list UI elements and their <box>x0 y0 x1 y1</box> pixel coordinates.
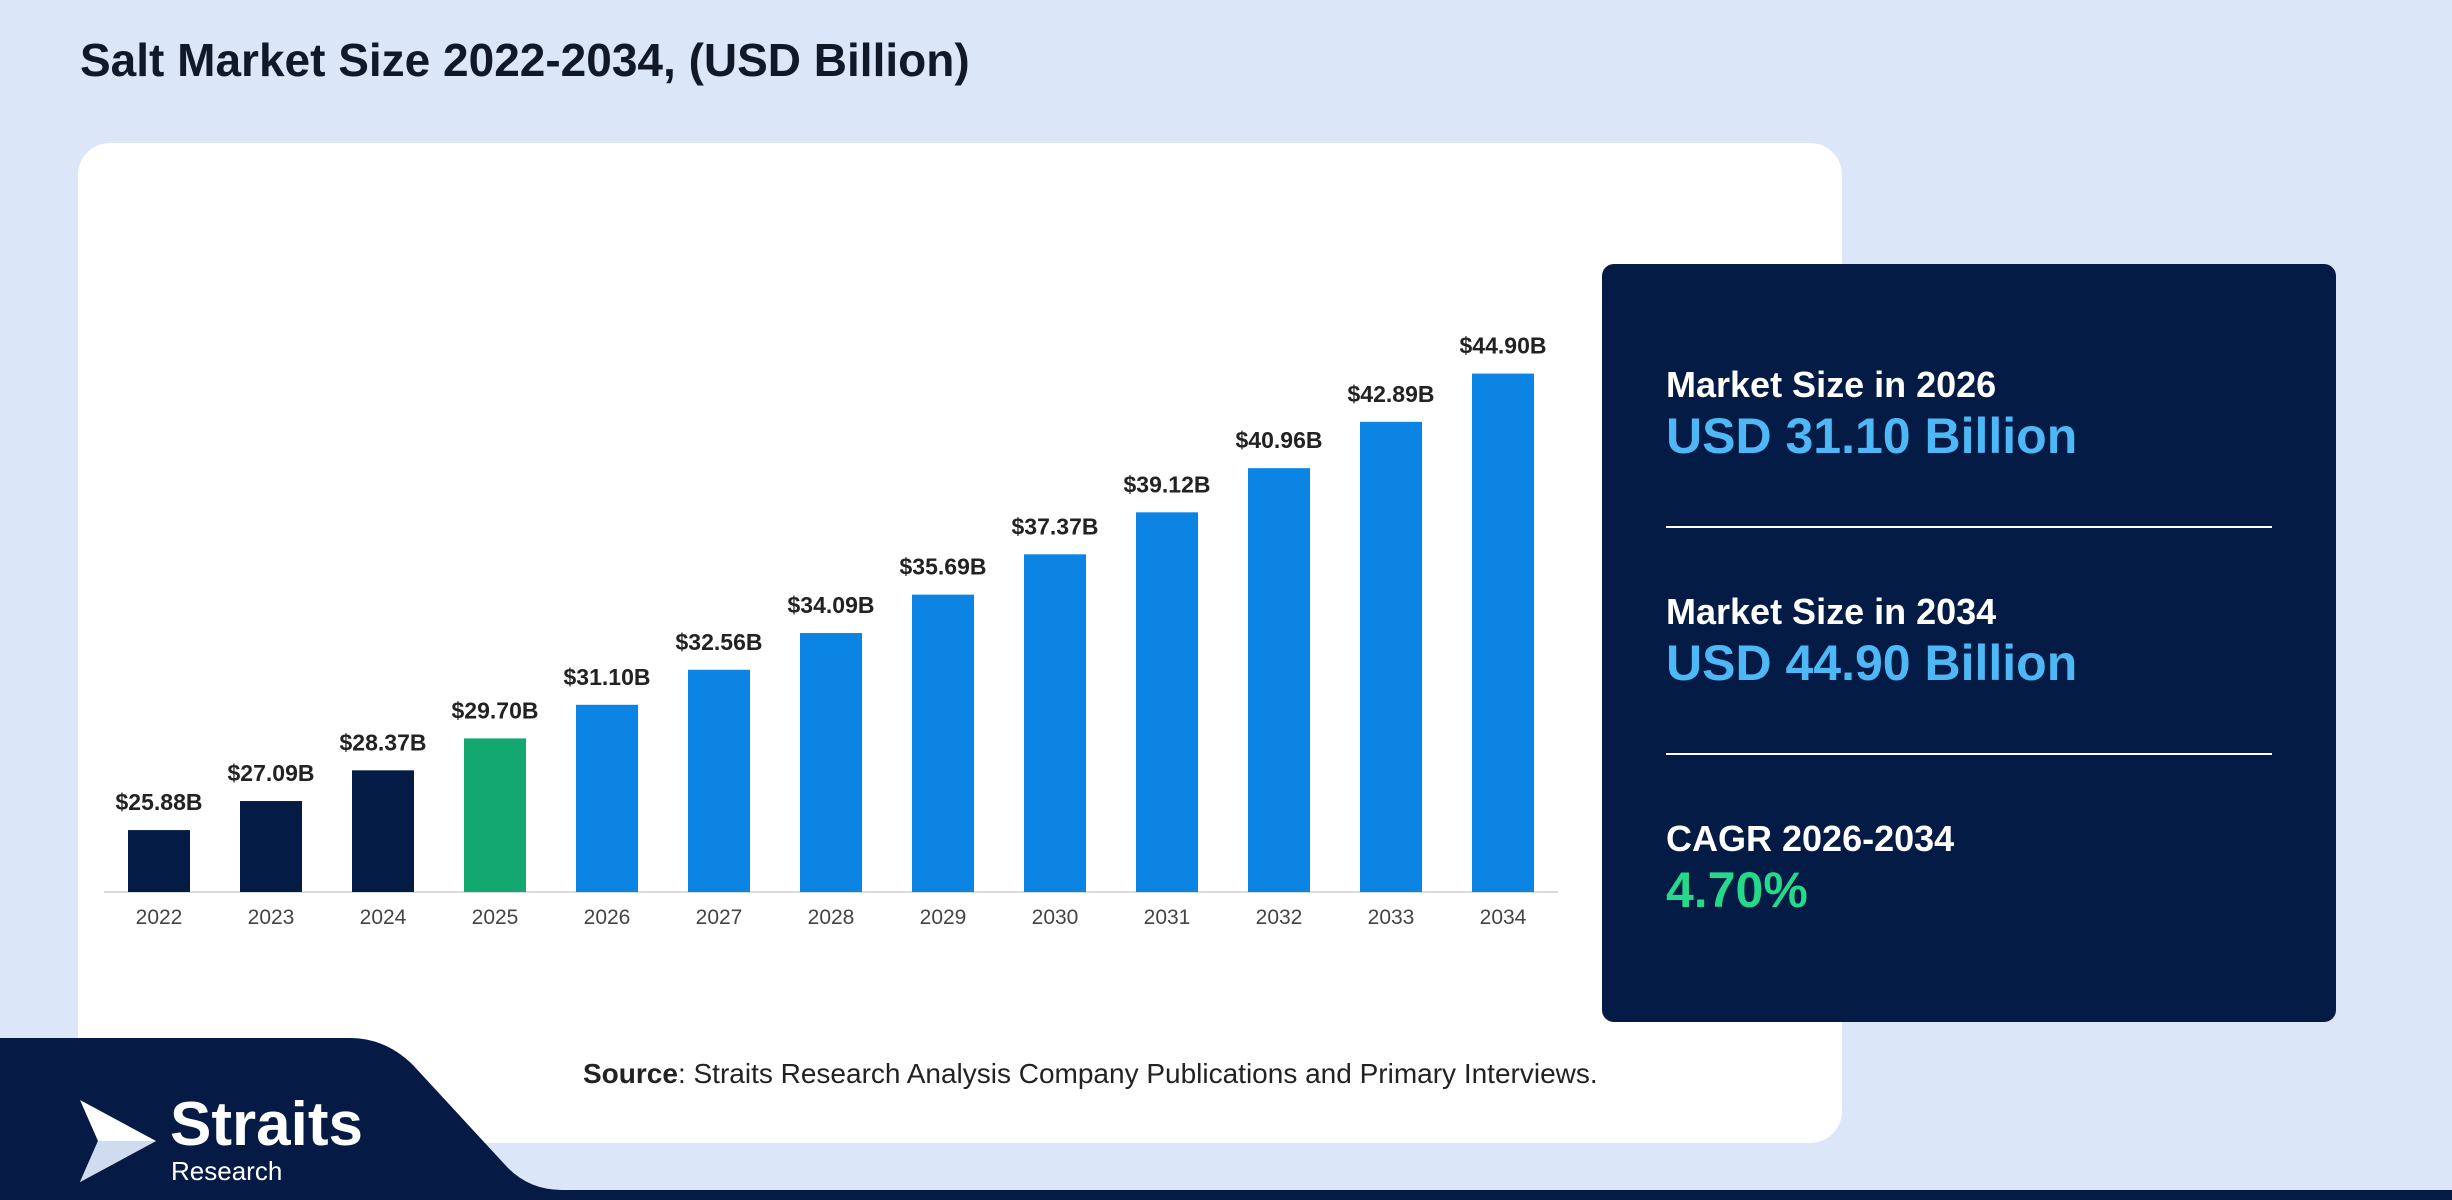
data-label-2028: $34.09B <box>788 592 875 618</box>
bar-2023 <box>240 801 302 892</box>
arrow-logo-icon <box>80 1100 156 1182</box>
data-label-2030: $37.37B <box>1012 513 1099 539</box>
bar-2022 <box>128 830 190 892</box>
bar-2024 <box>352 770 414 892</box>
x-tick-label-2026: 2026 <box>584 906 631 929</box>
source-note: Source: Straits Research Analysis Compan… <box>583 1057 1598 1091</box>
bar-2028 <box>800 633 862 892</box>
data-label-2033: $42.89B <box>1348 381 1435 407</box>
page-title: Salt Market Size 2022-2034, (USD Billion… <box>80 34 970 86</box>
bars-group <box>128 373 1534 893</box>
bar-2034 <box>1472 373 1534 893</box>
data-label-2027: $32.56B <box>676 629 763 655</box>
x-tick-label-2030: 2030 <box>1032 906 1079 929</box>
data-label-2023: $27.09B <box>228 760 315 786</box>
stat-value: 4.70% <box>1666 862 1808 918</box>
stat-market-size-2026: Market Size in 2026 USD 31.10 Billion <box>1666 364 2077 466</box>
stat-divider <box>1666 753 2272 755</box>
data-label-2032: $40.96B <box>1236 427 1323 453</box>
x-tick-label-2033: 2033 <box>1368 906 1415 929</box>
data-label-2022: $25.88B <box>116 789 203 815</box>
bar-chart: $25.88B $27.09B $28.37B $29.70B $31.10B $32.5… <box>104 333 1558 929</box>
x-tick-label-2031: 2031 <box>1144 906 1191 929</box>
stat-value: USD 44.90 Billion <box>1666 635 2078 691</box>
logo-subtitle: Research <box>171 1156 283 1186</box>
bar-2031 <box>1136 512 1198 892</box>
x-tick-label-2032: 2032 <box>1256 906 1303 929</box>
data-label-2026: $31.10B <box>564 664 651 690</box>
bar-2033 <box>1360 421 1422 892</box>
bar-2025 <box>464 738 526 892</box>
bar-2026 <box>576 704 638 892</box>
stat-divider <box>1666 526 2272 528</box>
stat-label: Market Size in 2034 <box>1666 591 1997 632</box>
x-tick-label-2024: 2024 <box>360 906 407 929</box>
x-tick-label-2027: 2027 <box>696 906 743 929</box>
x-tick-label-2023: 2023 <box>248 906 295 929</box>
key-stats-panel: Market Size in 2026 USD 31.10 Billion Ma… <box>1602 264 2336 1022</box>
data-label-2025: $29.70B <box>452 697 539 723</box>
bar-2032 <box>1248 468 1310 892</box>
x-tick-label-2028: 2028 <box>808 906 855 929</box>
logo-wordmark: Straits <box>170 1090 363 1159</box>
bar-2030 <box>1024 554 1086 892</box>
data-label-2031: $39.12B <box>1124 471 1211 497</box>
data-labels-group: $25.88B $27.09B $28.37B $29.70B $31.10B $32.5… <box>116 333 1547 815</box>
x-tick-label-2029: 2029 <box>920 906 967 929</box>
stat-market-size-2034: Market Size in 2034 USD 44.90 Billion <box>1666 591 2077 693</box>
x-tick-label-2025: 2025 <box>472 906 519 929</box>
data-label-2024: $28.37B <box>340 729 427 755</box>
x-tick-label-2022: 2022 <box>136 906 183 929</box>
chart-panel: $25.88B $27.09B $28.37B $29.70B $31.10B $32.5… <box>78 143 1842 1143</box>
straits-research-logo: Straits Research <box>78 1090 398 1188</box>
stat-label: CAGR 2026-2034 <box>1666 818 1955 859</box>
stat-cagr: CAGR 2026-2034 4.70% <box>1666 818 1954 920</box>
source-label: Source <box>583 1058 678 1089</box>
bar-2027 <box>688 669 750 892</box>
bar-2029 <box>912 594 974 892</box>
source-text: : Straits Research Analysis Company Publ… <box>677 1058 1598 1089</box>
data-label-2034: $44.90B <box>1460 333 1547 359</box>
x-tick-labels-group: 2022 2023 2024 2025 2026 2027 2028 2029 2030 2031… <box>136 906 1527 929</box>
x-tick-label-2034: 2034 <box>1480 906 1527 929</box>
data-label-2029: $35.69B <box>900 554 987 580</box>
stat-label: Market Size in 2026 <box>1666 364 1997 405</box>
stat-value: USD 31.10 Billion <box>1666 408 2078 464</box>
